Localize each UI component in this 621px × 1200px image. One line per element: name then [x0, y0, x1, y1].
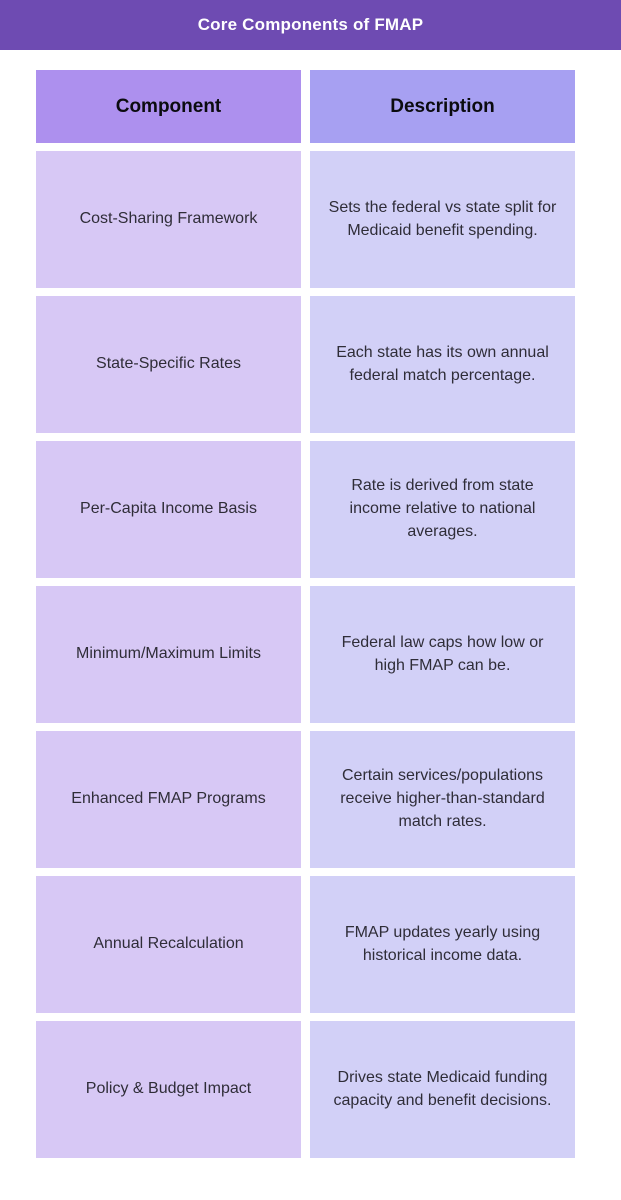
- description-cell: Certain services/populations receive hig…: [310, 731, 575, 868]
- description-cell: FMAP updates yearly using historical inc…: [310, 876, 575, 1013]
- component-cell: Minimum/Maximum Limits: [36, 586, 301, 723]
- column-header-description: Description: [310, 70, 575, 143]
- page-title: Core Components of FMAP: [197, 15, 424, 34]
- description-text: Each state has its own annual federal ma…: [336, 343, 549, 384]
- description-text: Rate is derived from state income relati…: [349, 477, 536, 540]
- component-text: Policy & Budget Impact: [85, 1080, 252, 1098]
- column-header-component: Component: [36, 70, 301, 143]
- description-text: Federal law caps how low or high FMAP ca…: [341, 633, 544, 674]
- component-text: Cost-Sharing Framework: [79, 210, 258, 228]
- description-text: Drives state Medicaid funding capacity a…: [333, 1068, 552, 1109]
- description-text: Certain services/populations receive hig…: [340, 767, 545, 830]
- component-text: Minimum/Maximum Limits: [76, 645, 261, 663]
- description-cell: Federal law caps how low or high FMAP ca…: [310, 586, 575, 723]
- component-cell: State-Specific Rates: [36, 296, 301, 433]
- description-text: Sets the federal vs state split for Medi…: [328, 198, 557, 239]
- description-cell: Sets the federal vs state split for Medi…: [310, 151, 575, 288]
- title-banner: Core Components of FMAP: [0, 0, 621, 50]
- component-text: Enhanced FMAP Programs: [71, 790, 266, 808]
- component-cell: Enhanced FMAP Programs: [36, 731, 301, 868]
- component-cell: Policy & Budget Impact: [36, 1021, 301, 1158]
- component-cell: Annual Recalculation: [36, 876, 301, 1013]
- fmap-table: Component Description Cost-Sharing Frame…: [36, 70, 585, 1158]
- description-text: FMAP updates yearly using historical inc…: [344, 923, 541, 964]
- component-text: State-Specific Rates: [96, 355, 241, 373]
- description-cell: Rate is derived from state income relati…: [310, 441, 575, 578]
- component-text: Per-Capita Income Basis: [80, 500, 257, 518]
- description-cell: Drives state Medicaid funding capacity a…: [310, 1021, 575, 1158]
- component-cell: Cost-Sharing Framework: [36, 151, 301, 288]
- column-header-component-label: Component: [115, 95, 222, 117]
- column-header-description-label: Description: [390, 95, 495, 117]
- component-text: Annual Recalculation: [93, 935, 244, 953]
- description-cell: Each state has its own annual federal ma…: [310, 296, 575, 433]
- component-cell: Per-Capita Income Basis: [36, 441, 301, 578]
